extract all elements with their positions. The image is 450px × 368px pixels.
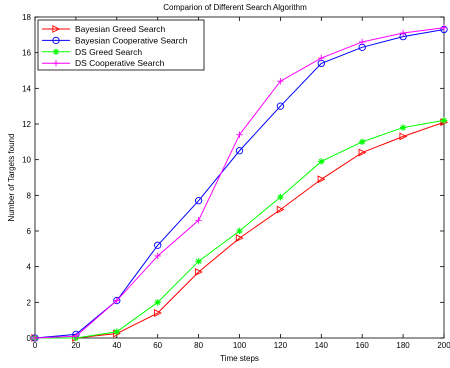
data-point	[31, 334, 39, 342]
data-point	[235, 147, 244, 155]
x-tick-label: 60	[153, 341, 162, 350]
data-point	[359, 138, 366, 146]
axis-ticks: 0 20 40 60 80 100 120 140 160 180 200 0 2 4 6 8 10 12 14 16…	[22, 13, 450, 350]
chart-title: Comparion of Different Search Algorithm	[163, 3, 307, 12]
y-tick-label: 2	[27, 298, 32, 307]
x-tick-label: 20	[71, 341, 80, 350]
x-tick-label: 120	[274, 341, 288, 350]
legend-entry: Bayesian Cooperative Search	[75, 35, 188, 45]
data-point	[399, 29, 407, 37]
data-point	[276, 102, 285, 110]
data-point	[195, 258, 202, 265]
x-axis-label: Time steps	[220, 354, 259, 363]
legend-box	[37, 19, 205, 71]
data-point	[154, 299, 161, 306]
data-point-glyph	[318, 158, 325, 165]
data-point-glyph	[195, 258, 202, 265]
data-point-glyph	[359, 138, 366, 146]
data-point	[113, 328, 120, 335]
legend-entry: DS Cooperative Search	[75, 58, 165, 68]
y-tick-label: 0	[27, 334, 32, 343]
x-tick-label: 200	[437, 341, 450, 350]
data-point-glyph	[113, 328, 120, 335]
x-tick-label: 0	[33, 341, 38, 350]
data-point	[359, 38, 366, 46]
y-tick-label: 6	[27, 227, 32, 236]
data-point-glyph	[277, 193, 284, 201]
y-tick-label: 12	[22, 120, 31, 129]
x-tick-label: 160	[356, 341, 370, 350]
y-tick-label: 18	[22, 13, 31, 22]
data-point	[194, 197, 203, 205]
legend-marker-glyph	[52, 48, 60, 55]
y-tick-label: 8	[27, 191, 32, 200]
data-point	[399, 124, 407, 131]
data-point	[72, 333, 80, 340]
data-point-glyph	[440, 117, 448, 124]
y-tick-label: 16	[22, 49, 31, 58]
x-tick-label: 100	[233, 341, 247, 350]
data-point	[277, 193, 284, 201]
legend-marker	[52, 48, 60, 55]
data-point	[358, 148, 367, 157]
data-point	[195, 217, 202, 224]
y-tick-label: 4	[27, 263, 32, 272]
series-lines	[31, 24, 449, 342]
x-tick-label: 180	[396, 341, 410, 350]
data-point	[317, 175, 326, 184]
data-point	[399, 132, 408, 141]
y-tick-label: 10	[22, 156, 31, 165]
data-point	[318, 54, 325, 62]
series-line-1	[35, 121, 445, 339]
x-tick-label: 140	[315, 341, 329, 350]
data-point	[440, 117, 448, 124]
data-point	[154, 241, 162, 249]
data-point	[276, 205, 285, 214]
legend-entry: Bayesian Greed Search	[75, 24, 166, 34]
plot-area	[34, 16, 445, 339]
data-point	[113, 297, 120, 304]
data-point	[154, 309, 162, 317]
data-point-glyph	[399, 124, 407, 131]
y-axis-label: Number of Targets found	[7, 134, 16, 222]
data-point-glyph	[154, 299, 161, 306]
data-point	[194, 268, 203, 276]
data-point	[154, 252, 161, 260]
legend-marker	[52, 60, 60, 67]
data-point	[277, 78, 284, 85]
data-point	[318, 158, 325, 165]
y-tick-label: 14	[22, 84, 31, 93]
x-tick-label: 80	[194, 341, 203, 350]
data-point-glyph	[236, 227, 243, 235]
data-point	[236, 227, 243, 235]
legend-marker	[52, 36, 60, 45]
legend-marker	[52, 25, 61, 33]
data-point	[440, 24, 448, 31]
data-point	[235, 234, 244, 243]
data-point	[236, 131, 243, 138]
legend-entry: DS Greed Search	[75, 47, 142, 57]
x-tick-label: 40	[112, 341, 121, 350]
